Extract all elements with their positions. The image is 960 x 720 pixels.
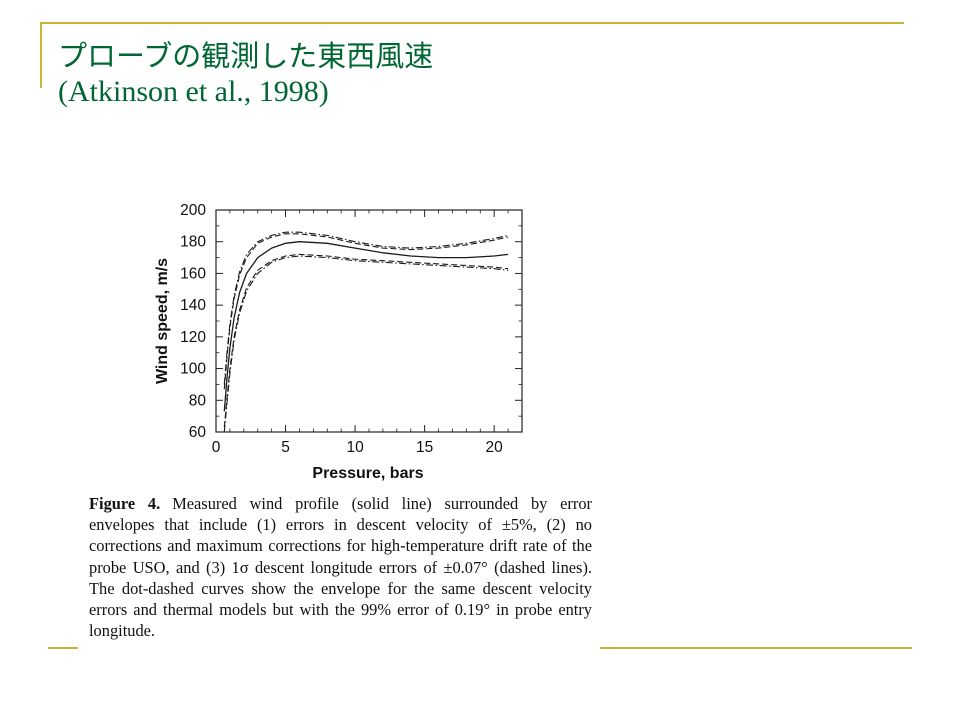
y-tick-label: 200 (180, 202, 206, 219)
series-line-solid-0 (223, 241, 509, 412)
wind-profile-chart: 0 5 10 15 20 60 80 100 120 140 160 180 200 Pressure,… (154, 202, 523, 482)
slide-title-citation: (Atkinson et al., 1998) (58, 75, 329, 108)
y-tick-label: 60 (189, 424, 207, 441)
x-axis-label: Pressure, bars (312, 465, 423, 482)
chart-series-layer (223, 231, 509, 433)
figure-caption-label: Figure 4. (89, 494, 161, 513)
x-tick-label: 10 (346, 439, 364, 456)
y-tick-label: 120 (180, 329, 206, 346)
bottom-accent-rule-right (600, 647, 912, 649)
x-tick-label: 5 (281, 439, 290, 456)
x-tick-label: 0 (212, 439, 221, 456)
y-tick-label: 140 (180, 297, 206, 314)
figure-caption: Figure 4. Measured wind profile (solid li… (89, 493, 592, 641)
series-line-dot-dashed-3 (223, 231, 509, 385)
y-tick-label: 160 (180, 265, 206, 282)
y-axis-label: Wind speed, m/s (154, 258, 171, 384)
figure-caption-text: Measured wind profile (solid line) surro… (89, 494, 592, 641)
series-line-dot-dashed-4 (223, 255, 509, 433)
scanned-figure: 0 5 10 15 20 60 80 100 120 140 160 180 200 Pressure,… (78, 195, 600, 665)
y-tick-label: 100 (180, 361, 206, 378)
x-tick-label: 20 (486, 439, 504, 456)
series-line-dashed-2 (223, 253, 509, 428)
top-accent-rule (40, 22, 904, 24)
slide-title-japanese: プローブの観測した東西風速 (58, 39, 434, 73)
x-tick-label: 15 (416, 439, 433, 456)
y-tick-label: 180 (180, 234, 206, 251)
slide-title: プローブの観測した東西風速 (Atkinson et al., 1998) (58, 38, 433, 110)
bottom-accent-rule-left (48, 647, 78, 649)
chart-tick-layer: 0 5 10 15 20 60 80 100 120 140 160 180 200 (180, 202, 522, 456)
left-accent-rule (40, 22, 42, 88)
y-tick-label: 80 (189, 392, 207, 409)
